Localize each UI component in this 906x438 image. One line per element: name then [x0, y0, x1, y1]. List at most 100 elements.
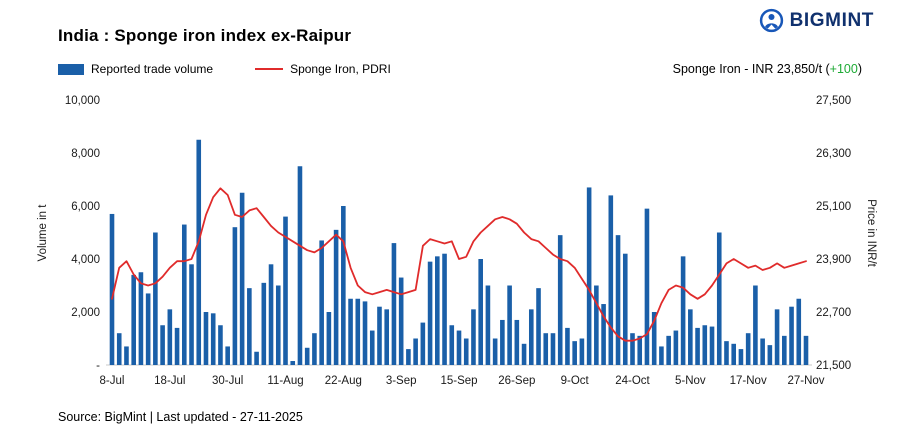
page-title: India : Sponge iron index ex-Raipur	[58, 26, 352, 45]
price-line	[111, 187, 807, 342]
volume-bar	[427, 261, 433, 365]
volume-bar	[247, 288, 252, 365]
volume-bar	[138, 272, 144, 365]
volume-bar	[514, 319, 520, 365]
volume-bar	[369, 330, 375, 365]
volume-legend-label: Reported trade volume	[91, 62, 214, 76]
volume-bar	[478, 259, 483, 365]
latest-price-suffix: )	[857, 62, 862, 76]
volume-bar	[442, 253, 447, 365]
volume-bar	[283, 216, 288, 365]
volume-bar	[796, 298, 802, 365]
volume-bar	[254, 351, 259, 365]
volume-bar	[615, 235, 621, 365]
volume-bar	[709, 326, 715, 365]
volume-bar	[695, 327, 700, 365]
x-axis-tick: 11-Aug	[267, 375, 303, 387]
volume-bar	[312, 333, 317, 365]
volume-bar	[319, 240, 324, 365]
volume-bar	[398, 277, 404, 365]
volume-bar	[232, 227, 238, 365]
volume-bar	[543, 333, 549, 365]
volume-bar	[160, 325, 165, 365]
y-axis-left-tick: -	[96, 360, 100, 372]
x-axis-tick: 18-Jul	[154, 375, 185, 387]
volume-bar	[290, 361, 296, 365]
volume-bar	[485, 285, 491, 365]
volume-legend-swatch	[58, 63, 84, 75]
source-note: Source: BigMint | Last updated - 27-11-2…	[58, 410, 303, 424]
volume-bar	[297, 166, 303, 365]
price-legend-swatch	[255, 67, 284, 71]
volume-bar	[275, 285, 281, 365]
y-axis-right-tick: 22,700	[816, 307, 851, 319]
volume-bar	[218, 325, 223, 365]
volume-bar	[666, 335, 671, 365]
x-axis-tick: 26-Sep	[498, 375, 535, 387]
volume-bar	[341, 206, 346, 365]
y-axis-right-tick: 26,300	[816, 148, 851, 160]
bigmint-logo: BIGMINT	[759, 8, 874, 33]
x-axis-tick: 8-Jul	[100, 375, 125, 387]
y-axis-right-tick: 27,500	[816, 95, 851, 107]
volume-bar	[456, 330, 462, 365]
volume-bar	[377, 306, 382, 365]
volume-bar	[333, 229, 339, 365]
volume-bar	[680, 256, 686, 365]
volume-bar	[492, 338, 498, 365]
volume-bar	[507, 285, 512, 365]
volume-bar	[153, 232, 158, 365]
volume-bar	[210, 313, 216, 365]
x-axis-tick: 9-Oct	[561, 375, 590, 387]
volume-bar	[774, 309, 780, 365]
volume-bar	[745, 333, 751, 365]
volume-bar	[304, 347, 310, 365]
volume-bar	[738, 349, 744, 365]
volume-bar	[384, 309, 390, 365]
volume-bar	[413, 338, 418, 365]
volume-bar	[196, 139, 202, 365]
volume-bar	[716, 232, 722, 365]
volume-bar	[724, 341, 729, 365]
x-axis-tick: 27-Nov	[787, 375, 824, 387]
volume-bar	[586, 187, 592, 365]
x-axis-tick: 3-Sep	[386, 375, 417, 387]
y-axis-right-tick: 25,100	[816, 201, 851, 213]
latest-price-annotation: Sponge Iron - INR 23,850/t (+100)	[673, 62, 862, 76]
x-axis-tick: 30-Jul	[212, 375, 243, 387]
y-axis-left-tick: 6,000	[71, 201, 100, 213]
volume-bar	[753, 285, 758, 365]
volume-bar	[637, 335, 643, 365]
volume-bar	[463, 338, 469, 365]
volume-bar	[471, 309, 476, 365]
volume-bar	[174, 327, 180, 365]
volume-bar	[557, 235, 563, 365]
volume-bar	[348, 298, 353, 365]
y-axis-left-tick: 4,000	[71, 254, 100, 266]
x-axis-tick: 17-Nov	[730, 375, 767, 387]
volume-bar	[131, 274, 136, 365]
volume-bar	[644, 208, 650, 365]
volume-bar	[355, 298, 361, 365]
volume-bar	[116, 333, 122, 365]
x-axis-tick: 15-Sep	[440, 375, 477, 387]
volume-bar	[124, 346, 129, 365]
volume-bar	[500, 319, 505, 365]
volume-bar	[181, 224, 187, 365]
volume-bar	[572, 341, 577, 365]
volume-bar	[659, 346, 664, 365]
volume-bar	[420, 322, 426, 365]
volume-bar	[731, 343, 737, 365]
volume-bar	[760, 338, 765, 365]
volume-bar	[435, 256, 440, 365]
volume-bar	[601, 304, 606, 365]
volume-bar	[767, 345, 773, 366]
volume-bar	[145, 293, 151, 365]
volume-bar	[673, 330, 679, 365]
latest-price-label: Sponge Iron - INR 23,850/t (	[672, 62, 830, 76]
bigmint-logo-icon	[759, 8, 783, 33]
volume-bar	[203, 312, 209, 365]
volume-bar	[622, 253, 628, 365]
volume-bar	[326, 312, 332, 365]
